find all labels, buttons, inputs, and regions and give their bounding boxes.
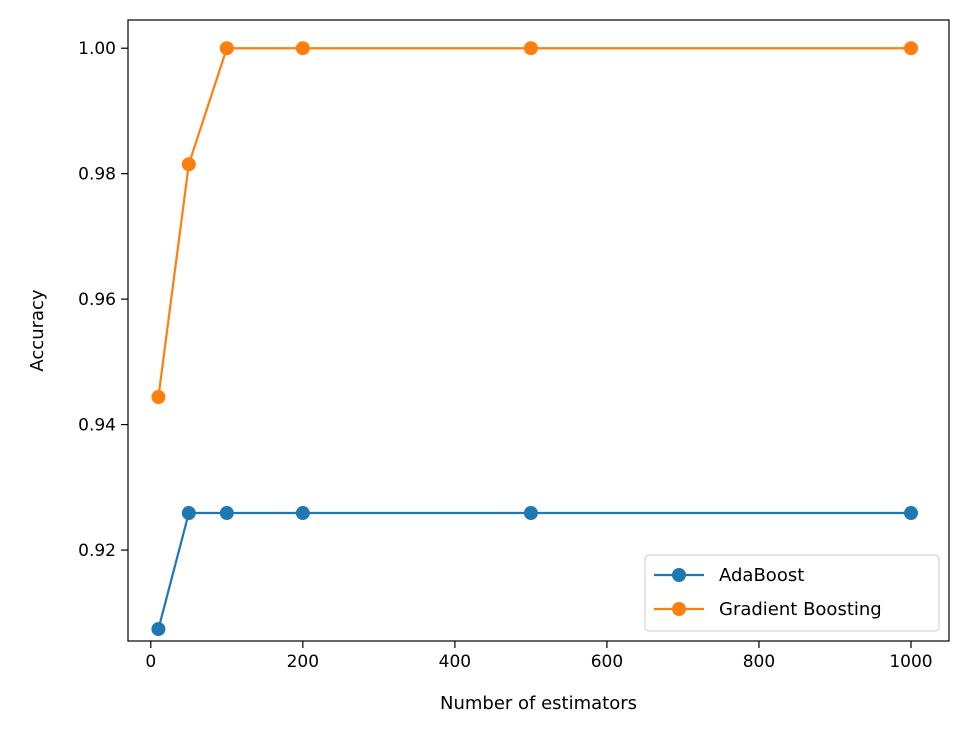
gradient-boosting-point <box>295 41 310 56</box>
y-tick-label: 0.92 <box>78 541 116 561</box>
x-tick-label: 200 <box>287 652 319 672</box>
adaboost-point <box>295 506 310 521</box>
adaboost-line <box>157 511 911 630</box>
gradient-boosting-point <box>151 389 166 404</box>
adaboost-point <box>151 622 166 637</box>
gradient-boosting-point <box>903 41 918 56</box>
x-axis-label: Number of estimators <box>440 693 637 714</box>
adaboost-point <box>903 506 918 521</box>
y-tick-label: 0.94 <box>78 416 116 436</box>
legend-label: AdaBoost <box>719 565 804 586</box>
gradient-boosting-point <box>181 157 196 172</box>
y-tick-label: 0.96 <box>78 290 116 310</box>
adaboost-point <box>181 506 196 521</box>
gradient-boosting-line <box>157 47 911 398</box>
adaboost-point <box>219 506 234 521</box>
series-gradient-boosting <box>151 41 918 404</box>
x-axis-ticks: 0 200 400 600 800 1000 <box>145 641 933 672</box>
y-tick-label: 0.98 <box>78 165 116 185</box>
gradient-boosting-point <box>523 41 538 56</box>
legend-marker <box>672 568 686 582</box>
x-tick-label: 800 <box>743 652 775 672</box>
x-tick-label: 400 <box>439 652 471 672</box>
axes-frame <box>127 19 950 642</box>
plot-area <box>151 41 918 637</box>
x-tick-label: 0 <box>145 652 156 672</box>
gradient-boosting-point <box>219 41 234 56</box>
series-adaboost <box>151 506 918 637</box>
legend-marker <box>672 602 686 616</box>
legend-entry-adaboost: AdaBoost <box>654 565 804 586</box>
legend: AdaBoost Gradient Boosting <box>644 554 940 632</box>
legend-box <box>644 554 940 632</box>
y-axis-ticks: 0.92 0.94 0.96 0.98 1.00 <box>78 39 128 561</box>
legend-label: Gradient Boosting <box>719 599 882 620</box>
x-tick-label: 1000 <box>889 652 932 672</box>
adaboost-point <box>523 506 538 521</box>
y-axis-label: Accuracy <box>27 289 48 372</box>
x-tick-label: 600 <box>591 652 623 672</box>
legend-entry-gradient-boosting: Gradient Boosting <box>654 599 882 620</box>
y-tick-label: 1.00 <box>78 39 116 59</box>
